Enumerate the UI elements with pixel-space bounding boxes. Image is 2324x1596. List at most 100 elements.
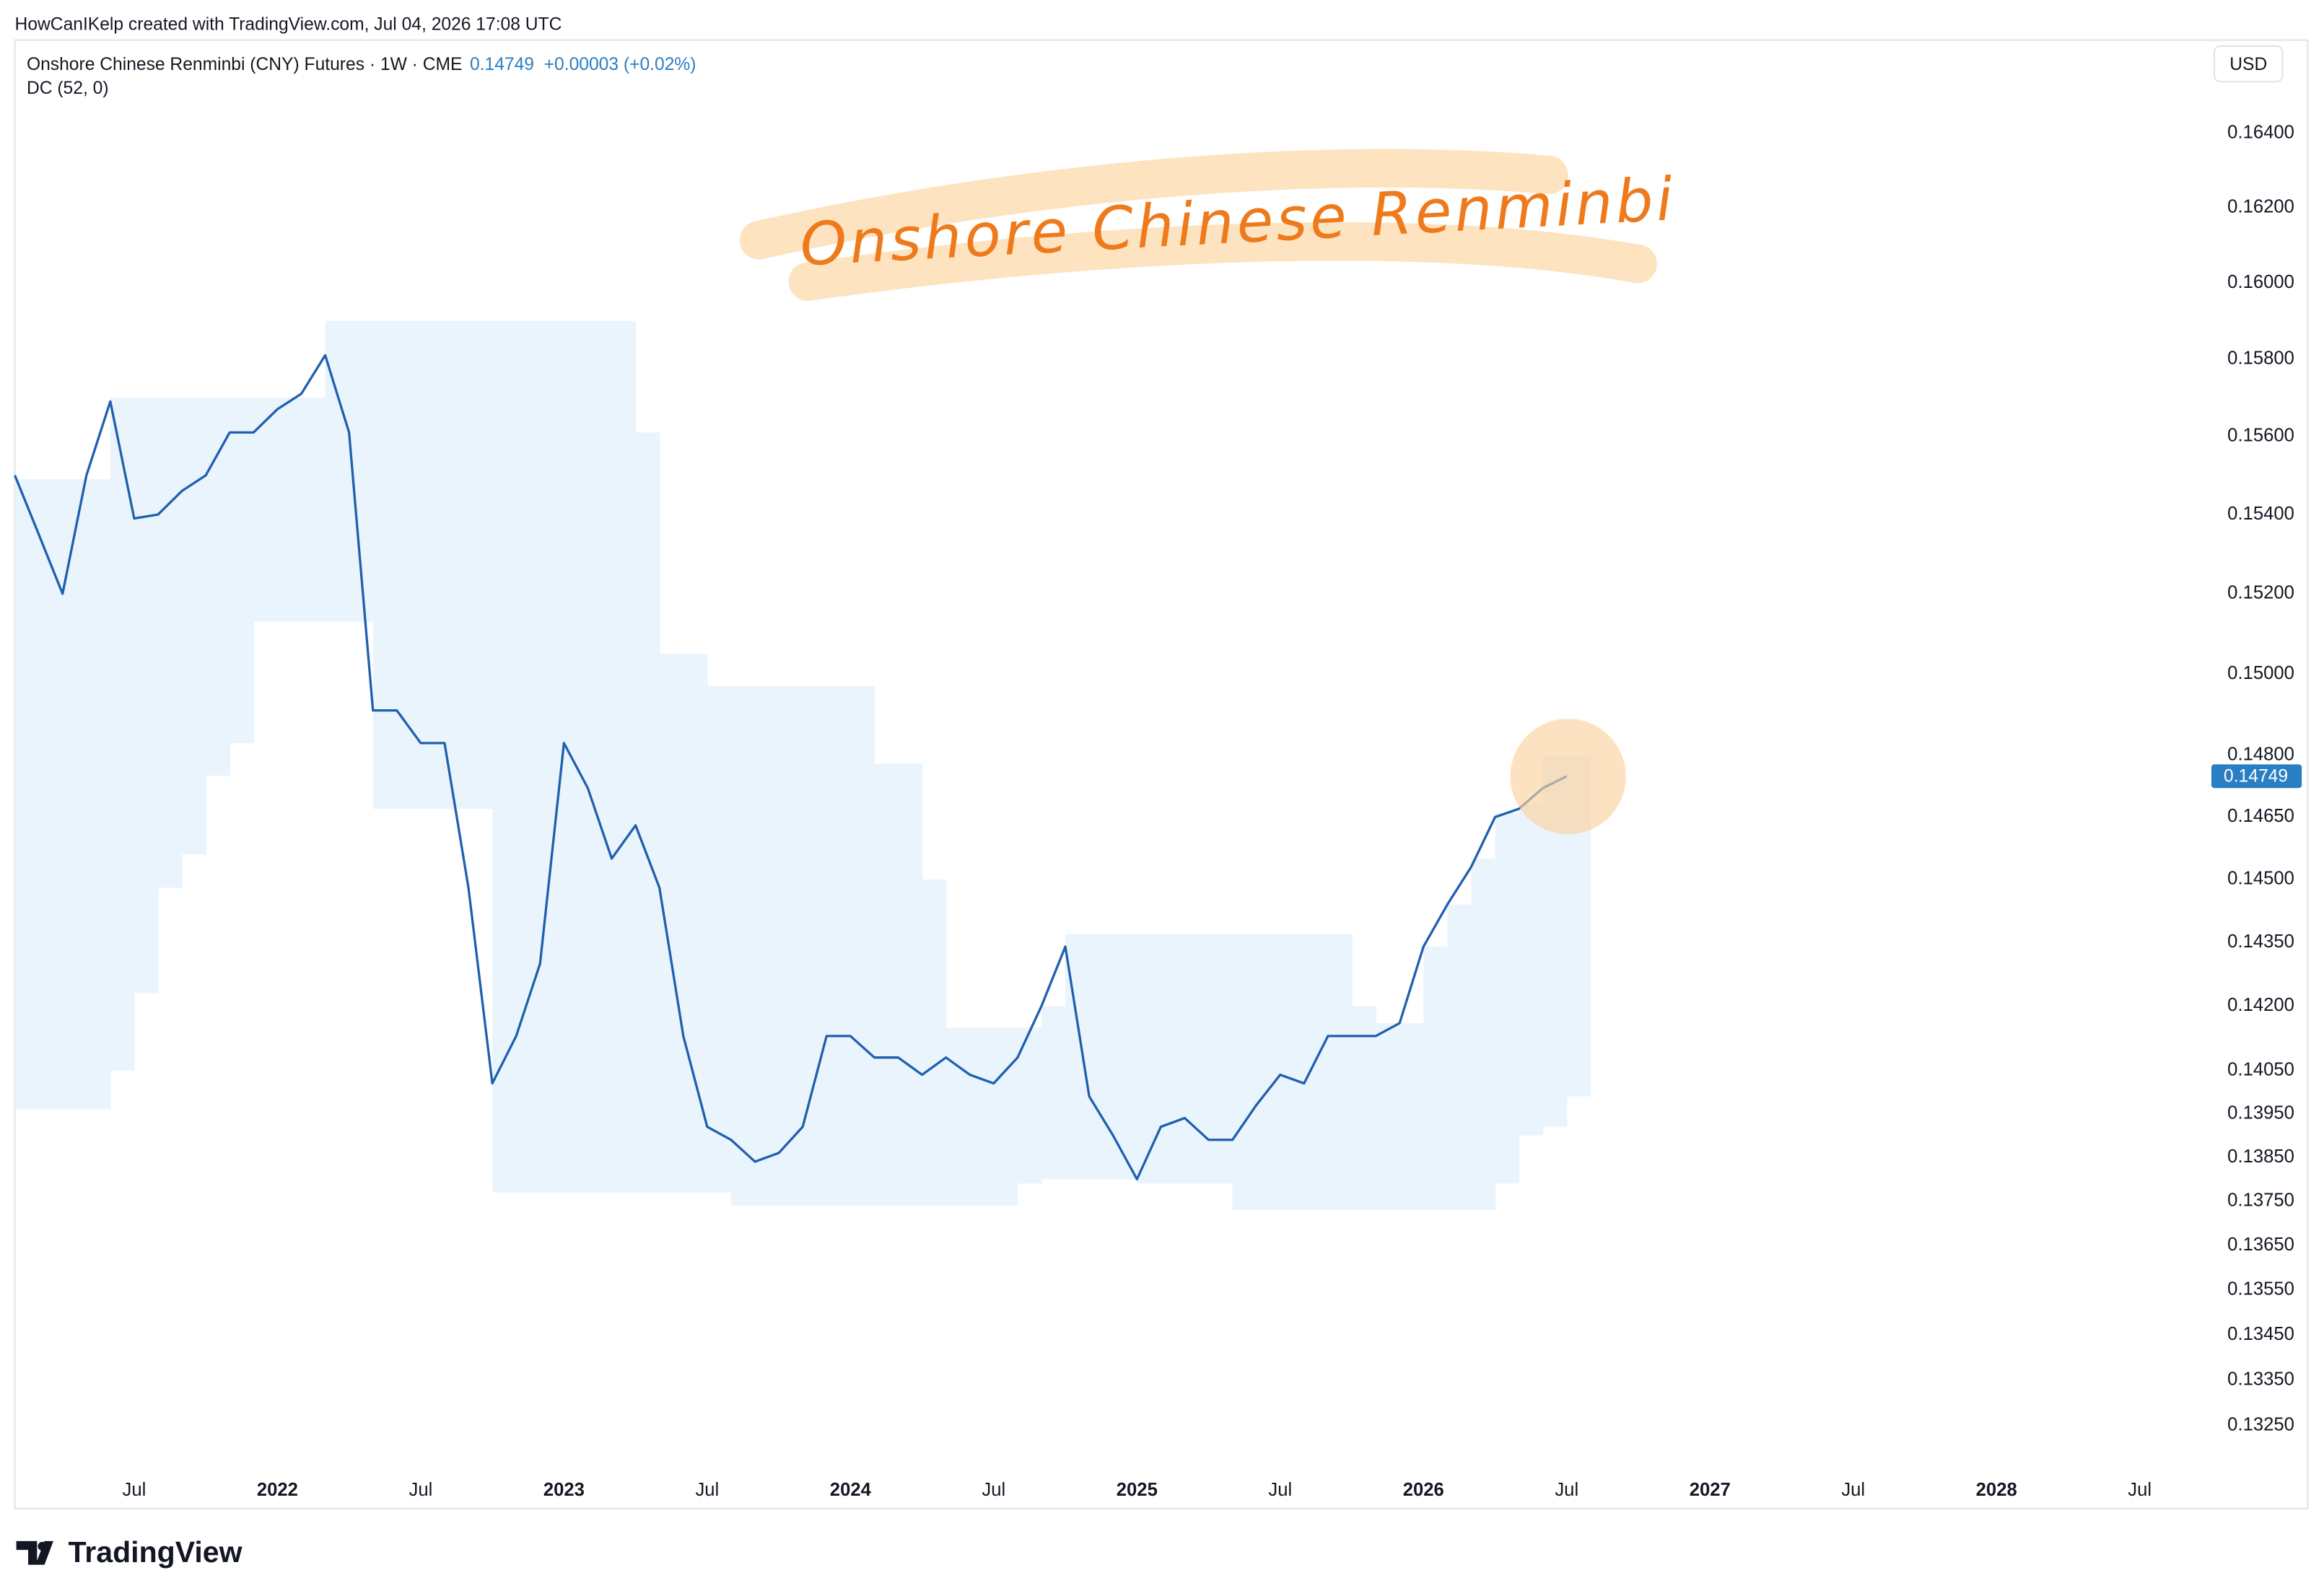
currency[interactable]: USD (2229, 55, 2267, 74)
logo-icon (38, 1541, 47, 1551)
channel-band (540, 320, 564, 1193)
y-tick-label: 0.13550 (2227, 1279, 2294, 1299)
channel-band (779, 685, 803, 1206)
y-tick-label: 0.14500 (2227, 869, 2294, 889)
brand: TradingView (68, 1535, 243, 1569)
channel-band (206, 398, 230, 776)
channel-band (993, 1027, 1018, 1206)
channel-band (1089, 934, 1114, 1180)
channel-band (301, 398, 326, 622)
channel-band (14, 479, 40, 1110)
channel-band (1041, 1006, 1066, 1180)
channel-band (253, 398, 279, 622)
y-tick-label: 0.13450 (2227, 1324, 2294, 1344)
y-tick-label: 0.13650 (2227, 1235, 2294, 1255)
last-price-label: 0.14749 (2224, 766, 2288, 786)
channel-band (1327, 934, 1353, 1211)
x-tick-label: Jul (1555, 1480, 1578, 1500)
channel-band (922, 879, 947, 1206)
logo: TradingView (16, 1535, 243, 1569)
y-tick-label: 0.15200 (2227, 583, 2294, 603)
y-tick-label: 0.16000 (2227, 272, 2294, 292)
channel-band (396, 320, 421, 809)
highlight-circle (1510, 719, 1626, 835)
channel-band (62, 479, 87, 1110)
y-tick-label: 0.15400 (2227, 504, 2294, 524)
channel-band (1232, 934, 1257, 1211)
x-tick-label: 2027 (1690, 1480, 1731, 1500)
channel-band (1017, 1027, 1042, 1184)
y-tick-label: 0.16200 (2227, 197, 2294, 217)
channel-band (1471, 858, 1496, 1211)
y-tick-label: 0.13250 (2227, 1415, 2294, 1435)
channel-band (611, 320, 637, 1193)
x-tick-label: Jul (695, 1480, 719, 1500)
channel-band (659, 654, 684, 1193)
channel-band (1376, 1023, 1400, 1211)
channel-band (110, 398, 135, 1071)
channel-band (1423, 947, 1448, 1211)
channel-band (444, 320, 469, 809)
last-price-box (2211, 764, 2302, 789)
plot-area: 0.16400 0.16200 0.16000 0.15800 0.15600 0.154… (14, 122, 2294, 1500)
annotation: Onshore Chinese Renminbi (739, 149, 1677, 835)
channel-band (850, 685, 875, 1206)
y-tick-label: 0.14200 (2227, 995, 2294, 1015)
y-tick-label: 0.15800 (2227, 348, 2294, 369)
channel-band (969, 1027, 995, 1206)
channel-band (277, 398, 302, 622)
chart-title: Onshore Chinese Renminbi (CNY) Futures ·… (27, 55, 462, 74)
channel-band (1161, 934, 1186, 1184)
y-tick-label: 0.13850 (2227, 1146, 2294, 1167)
channel-band (564, 320, 589, 1193)
price-line (14, 354, 1568, 1181)
channel-band (730, 685, 756, 1206)
currency-box[interactable] (2214, 45, 2284, 83)
logo-icon (16, 1540, 53, 1565)
channel-band (1137, 934, 1162, 1184)
channel-band (635, 432, 660, 1193)
highlight-stroke (788, 222, 1657, 302)
x-tick-label: 2022 (257, 1480, 298, 1500)
header-change: +0.00003 (+0.02%) (544, 55, 696, 74)
y-tick-label: 0.13950 (2227, 1102, 2294, 1123)
x-tick-label: Jul (2128, 1480, 2152, 1500)
channel-band (1280, 934, 1305, 1211)
channel-band (683, 654, 708, 1193)
header-price: 0.14749 (470, 55, 534, 74)
channel-band (134, 398, 159, 994)
x-tick-label: Jul (1268, 1480, 1292, 1500)
channel-band (1184, 934, 1210, 1184)
x-tick-label: 2026 (1403, 1480, 1444, 1500)
credit: HowCanIKelp created with TradingView.com… (15, 15, 562, 35)
channel-band (755, 685, 779, 1206)
channel-band (38, 479, 64, 1110)
y-tick-label: 0.13350 (2227, 1369, 2294, 1390)
y-tick-label: 0.14350 (2227, 931, 2294, 952)
channel-band (1208, 934, 1233, 1184)
indicator-label: DC (52, 0) (27, 79, 109, 98)
y-tick-label: 0.15600 (2227, 425, 2294, 445)
channel-band (803, 685, 827, 1206)
channel-band (1495, 812, 1520, 1184)
channel-band (587, 320, 613, 1193)
x-tick-label: 2023 (543, 1480, 585, 1500)
highlight-stroke (739, 149, 1568, 260)
channel-band (516, 320, 541, 1193)
y-tick-label: 0.14650 (2227, 806, 2294, 826)
y-tick-label: 0.14050 (2227, 1059, 2294, 1079)
channel-band (707, 685, 732, 1193)
channel-band (1399, 1023, 1424, 1211)
channel-band (182, 398, 206, 855)
channel-band (158, 398, 183, 888)
x-tick-label: 2024 (830, 1480, 872, 1500)
channel-band (468, 320, 493, 809)
channel-band (1113, 934, 1137, 1180)
x-tick-label: 2025 (1117, 1480, 1158, 1500)
channel-band (492, 320, 517, 1193)
channel-band (945, 1027, 971, 1206)
x-tick-label: Jul (1841, 1480, 1865, 1500)
x-tick-label: Jul (982, 1480, 1005, 1500)
